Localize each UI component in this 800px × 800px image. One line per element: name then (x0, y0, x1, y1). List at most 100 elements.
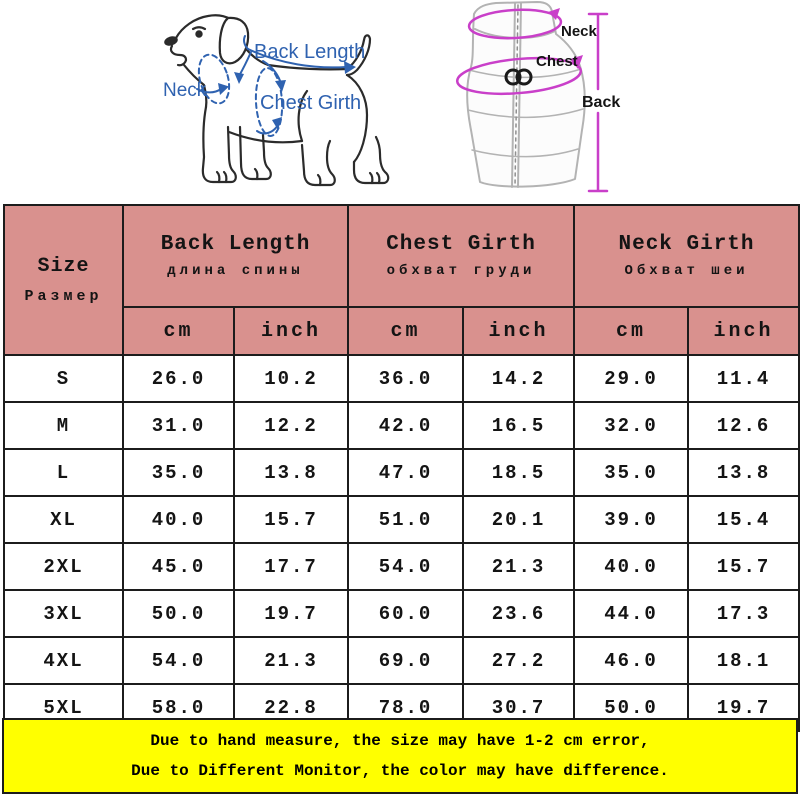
dog-outline (169, 14, 390, 187)
chest-girth-header-en: Chest Girth (386, 232, 536, 256)
unit-header: cm (122, 306, 235, 356)
back-length-header-en: Back Length (160, 232, 311, 256)
dog-neck-girth-ellipse (197, 53, 231, 105)
value-cell: 15.7 (687, 542, 800, 591)
dog-neck-label: Neck (163, 80, 207, 101)
value-cell: 11.4 (687, 354, 800, 403)
unit-header: inch (687, 306, 800, 356)
vest-measure-annotations (455, 8, 609, 193)
dog-nose (164, 36, 178, 46)
dog-arrowheads (218, 61, 356, 130)
value-cell: 54.0 (122, 636, 235, 685)
unit-header: cm (573, 306, 689, 356)
back-measure-line (587, 12, 609, 193)
table-row: 3XL 50.0 19.7 60.0 23.6 44.0 17.3 (3, 589, 800, 638)
value-cell: 51.0 (347, 495, 464, 544)
size-header-ru: Размер (24, 288, 103, 305)
value-cell: 18.5 (462, 448, 575, 497)
value-cell: 21.3 (462, 542, 575, 591)
table-row: M 31.0 12.2 42.0 16.5 32.0 12.6 (3, 401, 800, 450)
value-cell: 40.0 (122, 495, 235, 544)
value-cell: 15.7 (233, 495, 349, 544)
dog-back-length-label: Back Length (254, 41, 365, 63)
chest-girth-header: Chest Girth обхват груди (347, 204, 575, 308)
neck-girth-header-en: Neck Girth (618, 232, 755, 256)
chest-girth-header-ru: обхват груди (386, 262, 536, 279)
vest-neck-label: Neck (561, 23, 598, 40)
group-header-row: Size Размер Back Length длина спины Ches… (3, 204, 800, 356)
value-cell: 36.0 (347, 354, 464, 403)
value-cell: 35.0 (573, 448, 689, 497)
value-cell: 15.4 (687, 495, 800, 544)
table-row: XL 40.0 15.7 51.0 20.1 39.0 15.4 (3, 495, 800, 544)
size-cell: XL (3, 495, 124, 544)
value-cell: 20.1 (462, 495, 575, 544)
value-cell: 69.0 (347, 636, 464, 685)
value-cell: 40.0 (573, 542, 689, 591)
value-cell: 23.6 (462, 589, 575, 638)
dog-measure-annotations (196, 35, 347, 137)
table-row: L 35.0 13.8 47.0 18.5 35.0 13.8 (3, 448, 800, 497)
unit-header-row: cm inch cm inch cm inch (4, 306, 800, 356)
value-cell: 47.0 (347, 448, 464, 497)
measure-disclaimer: Due to hand measure, the size may have 1… (2, 718, 798, 794)
value-cell: 35.0 (122, 448, 235, 497)
back-length-header: Back Length длина спины (122, 204, 349, 308)
back-length-header-ru: длина спины (167, 262, 304, 279)
table-row: 4XL 54.0 21.3 69.0 27.2 46.0 18.1 (3, 636, 800, 685)
value-cell: 50.0 (122, 589, 235, 638)
value-cell: 19.7 (233, 589, 349, 638)
value-cell: 39.0 (573, 495, 689, 544)
dog-measure-diagram: Neck Back Length Chest Girth (163, 14, 390, 187)
value-cell: 27.2 (462, 636, 575, 685)
dog-chest-girth-label: Chest Girth (260, 92, 361, 114)
value-cell: 31.0 (122, 401, 235, 450)
table-row: S 26.0 10.2 36.0 14.2 29.0 11.4 (3, 354, 800, 403)
value-cell: 60.0 (347, 589, 464, 638)
unit-header: cm (347, 306, 464, 356)
size-cell: 3XL (3, 589, 124, 638)
value-cell: 16.5 (462, 401, 575, 450)
value-cell: 46.0 (573, 636, 689, 685)
value-cell: 29.0 (573, 354, 689, 403)
d-ring (504, 68, 533, 86)
size-cell: S (3, 354, 124, 403)
value-cell: 13.8 (687, 448, 800, 497)
size-column-header: Size Размер (3, 204, 124, 356)
value-cell: 14.2 (462, 354, 575, 403)
value-cell: 18.1 (687, 636, 800, 685)
size-cell: L (3, 448, 124, 497)
vest-arrowheads (548, 8, 583, 69)
size-cell: M (3, 401, 124, 450)
value-cell: 12.2 (233, 401, 349, 450)
value-cell: 54.0 (347, 542, 464, 591)
unit-header: inch (462, 306, 575, 356)
size-header-en: Size (37, 255, 90, 278)
vest-measure-diagram: Neck Chest Back (455, 1, 620, 193)
unit-header: inch (233, 306, 349, 356)
measurement-diagram-area: Neck Back Length Chest Girth Neck (0, 0, 800, 204)
disclaimer-line-1: Due to hand measure, the size may have 1… (150, 732, 650, 750)
zipper (511, 2, 516, 188)
vest-neck-ellipse (467, 8, 563, 40)
value-cell: 32.0 (573, 401, 689, 450)
value-cell: 17.7 (233, 542, 349, 591)
value-cell: 12.6 (687, 401, 800, 450)
disclaimer-line-2: Due to Different Monitor, the color may … (131, 762, 669, 780)
value-cell: 10.2 (233, 354, 349, 403)
back-length-line (247, 48, 347, 69)
vest-back-label: Back (582, 94, 620, 111)
value-cell: 44.0 (573, 589, 689, 638)
value-cell: 19.7 (687, 683, 800, 732)
vest-chest-label: Chest (536, 53, 578, 70)
table-row: 2XL 45.0 17.7 54.0 21.3 40.0 15.7 (3, 542, 800, 591)
neck-girth-header: Neck Girth Обхват шеи (573, 204, 800, 308)
value-cell: 42.0 (347, 401, 464, 450)
value-cell: 26.0 (122, 354, 235, 403)
value-cell: 21.3 (233, 636, 349, 685)
value-cell: 13.8 (233, 448, 349, 497)
size-chart-table: Size Размер Back Length длина спины Ches… (3, 204, 800, 732)
vest-outline (466, 1, 586, 188)
value-cell: 45.0 (122, 542, 235, 591)
size-cell: 4XL (3, 636, 124, 685)
